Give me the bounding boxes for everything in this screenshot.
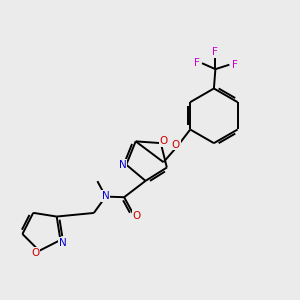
Text: F: F <box>194 58 200 68</box>
Text: F: F <box>232 60 238 70</box>
Text: N: N <box>59 238 67 248</box>
Text: O: O <box>133 211 141 221</box>
Text: N: N <box>119 160 127 170</box>
Text: O: O <box>160 136 168 146</box>
Text: F: F <box>212 47 218 57</box>
Text: O: O <box>31 248 39 258</box>
Text: N: N <box>102 191 110 201</box>
Text: O: O <box>172 140 180 150</box>
